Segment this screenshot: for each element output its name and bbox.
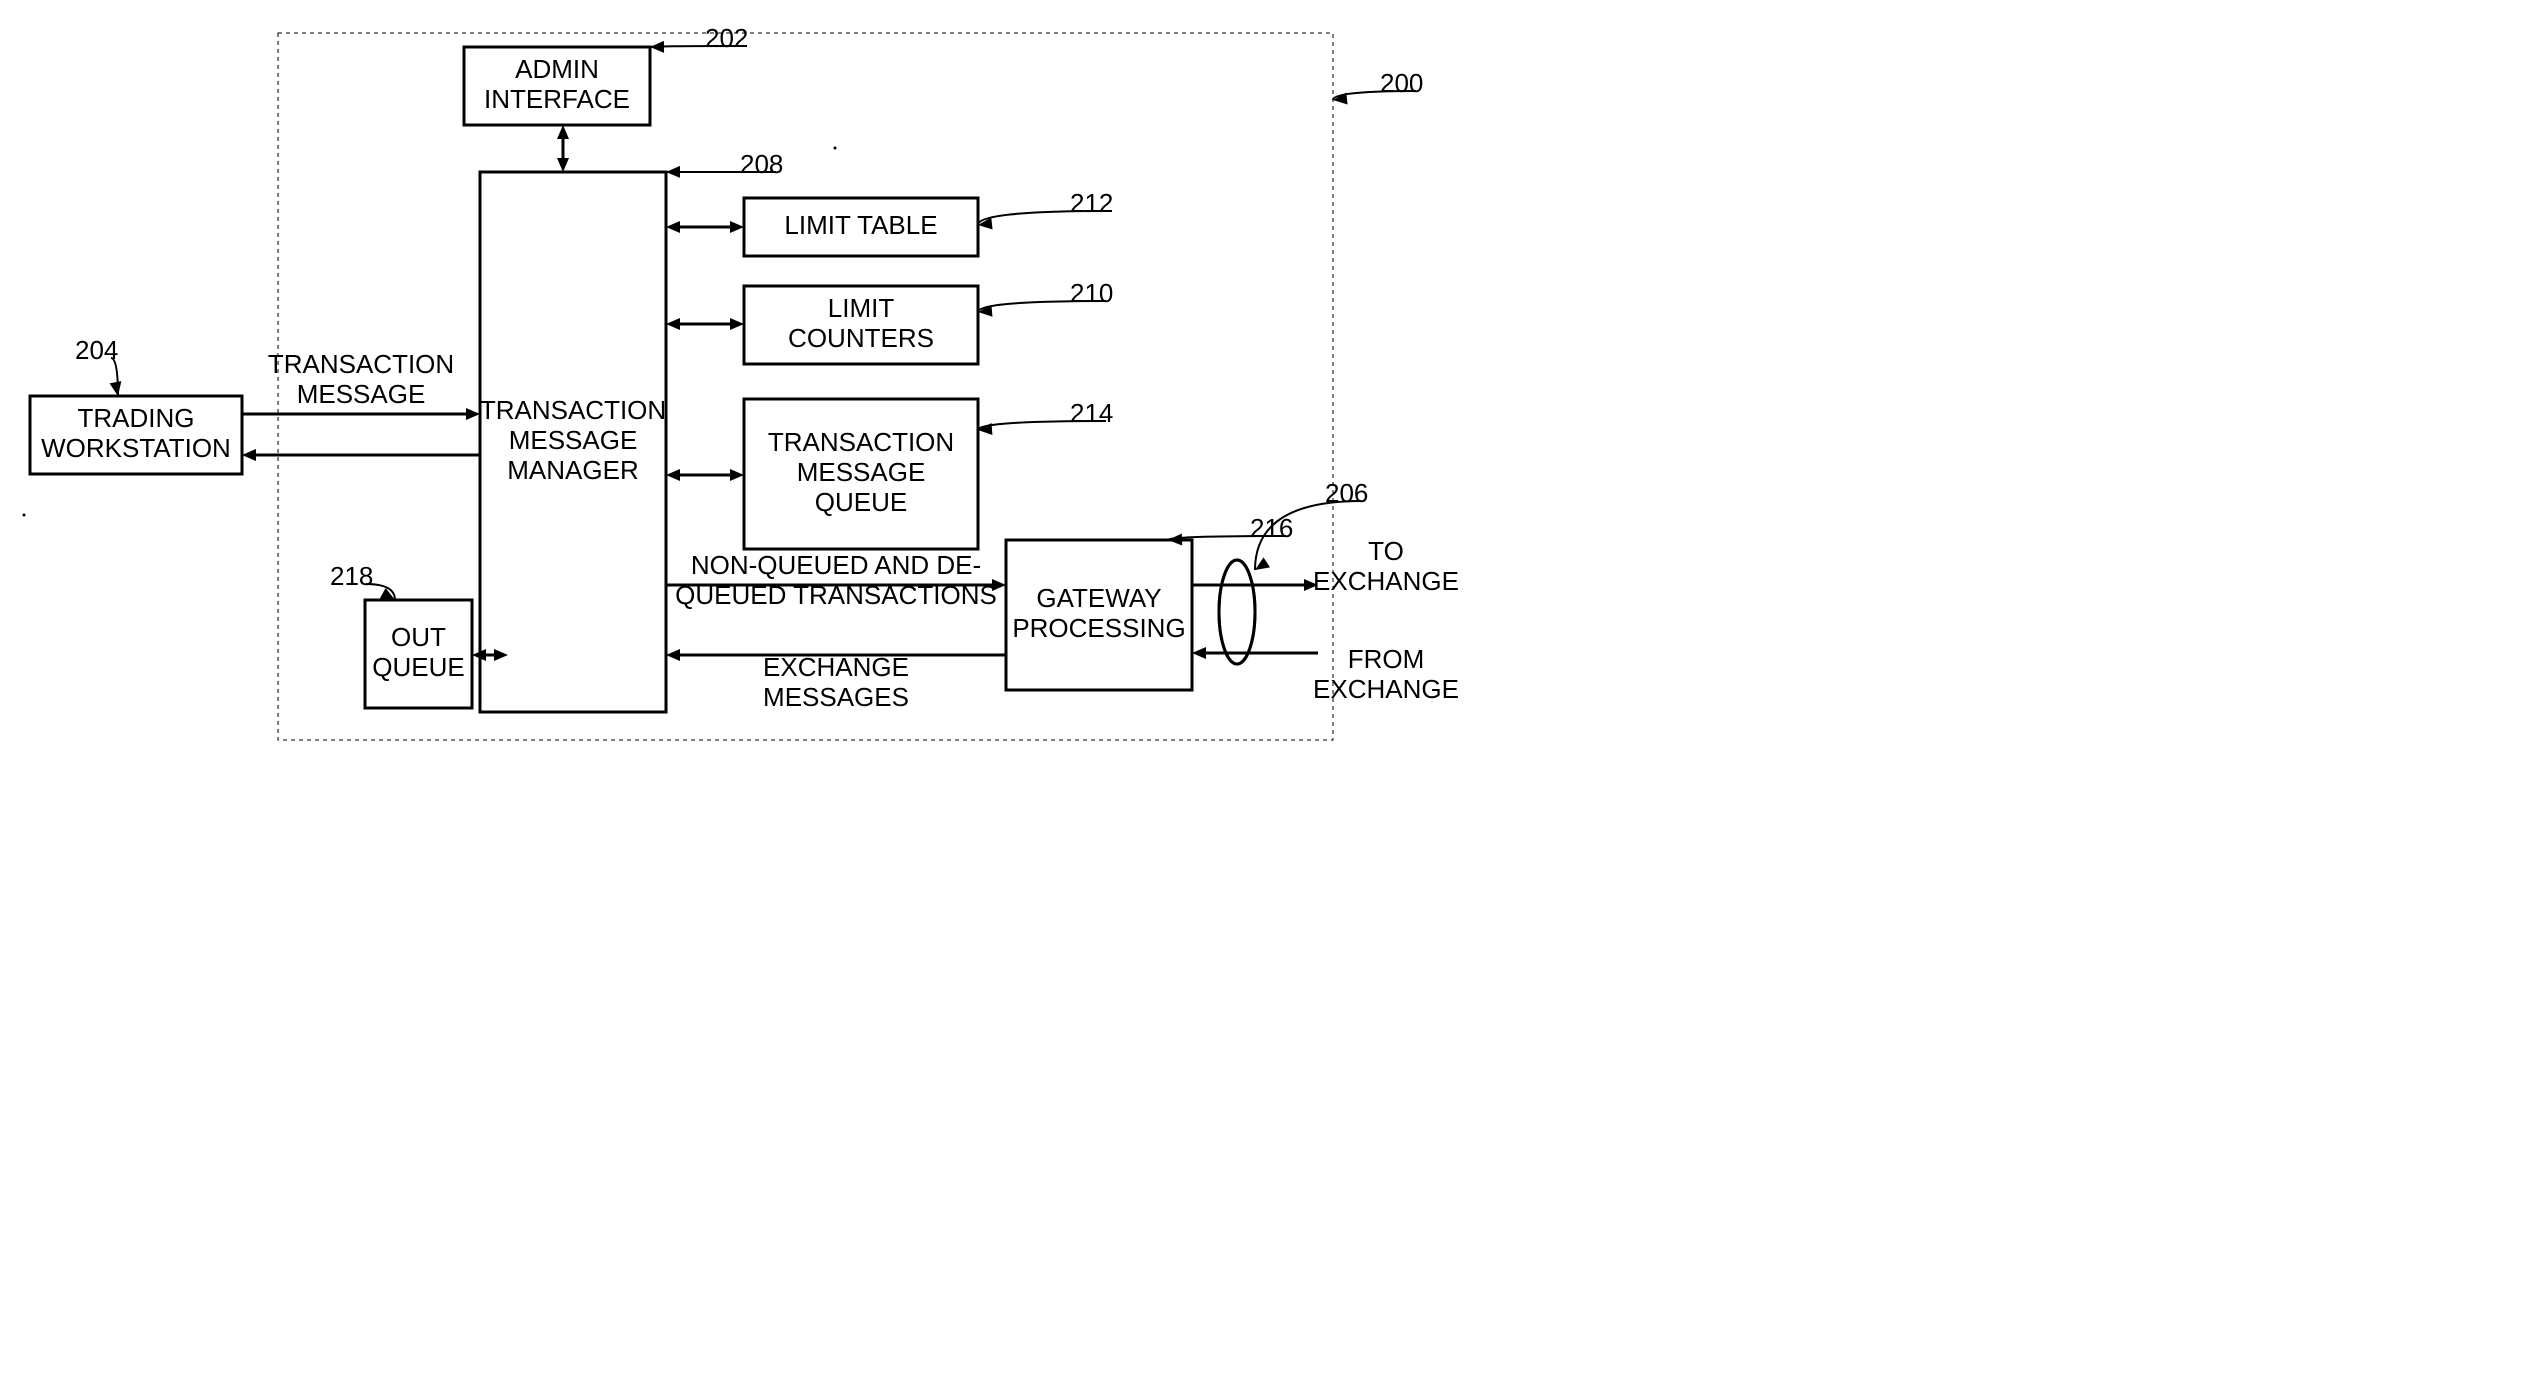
svg-text:EXCHANGE: EXCHANGE [763,652,909,682]
svg-text:LIMIT: LIMIT [828,293,895,323]
svg-text:210: 210 [1070,278,1113,308]
svg-text:MESSAGE: MESSAGE [297,379,426,409]
svg-text:MESSAGE: MESSAGE [797,457,926,487]
svg-text:EXCHANGE: EXCHANGE [1313,674,1459,704]
svg-text:NON-QUEUED AND DE-: NON-QUEUED AND DE- [691,550,981,580]
svg-text:TRANSACTION: TRANSACTION [480,395,666,425]
svg-text:208: 208 [740,149,783,179]
svg-text:200: 200 [1380,68,1423,98]
svg-text:216: 216 [1250,513,1293,543]
svg-text:FROM: FROM [1348,644,1425,674]
svg-text:MANAGER: MANAGER [507,455,638,485]
svg-text:COUNTERS: COUNTERS [788,323,934,353]
svg-text:204: 204 [75,335,118,365]
svg-text:MESSAGES: MESSAGES [763,682,909,712]
svg-text:OUT: OUT [391,622,446,652]
svg-text:TRADING: TRADING [78,403,195,433]
svg-text:WORKSTATION: WORKSTATION [41,433,231,463]
svg-text:212: 212 [1070,188,1113,218]
svg-text:TO: TO [1368,536,1404,566]
svg-text:EXCHANGE: EXCHANGE [1313,566,1459,596]
svg-text:GATEWAY: GATEWAY [1036,583,1161,613]
svg-text:ADMIN: ADMIN [515,54,599,84]
svg-text:PROCESSING: PROCESSING [1012,613,1185,643]
svg-text:LIMIT TABLE: LIMIT TABLE [784,210,937,240]
svg-text:218: 218 [330,561,373,591]
svg-text:QUEUE: QUEUE [372,652,464,682]
svg-text:QUEUED TRANSACTIONS: QUEUED TRANSACTIONS [675,580,997,610]
svg-text:QUEUE: QUEUE [815,487,907,517]
svg-text:214: 214 [1070,398,1113,428]
svg-text:MESSAGE: MESSAGE [509,425,638,455]
svg-text:206: 206 [1325,478,1368,508]
svg-text:INTERFACE: INTERFACE [484,84,630,114]
svg-text:TRANSACTION: TRANSACTION [268,349,454,379]
svg-text:202: 202 [705,23,748,53]
svg-text:TRANSACTION: TRANSACTION [768,427,954,457]
